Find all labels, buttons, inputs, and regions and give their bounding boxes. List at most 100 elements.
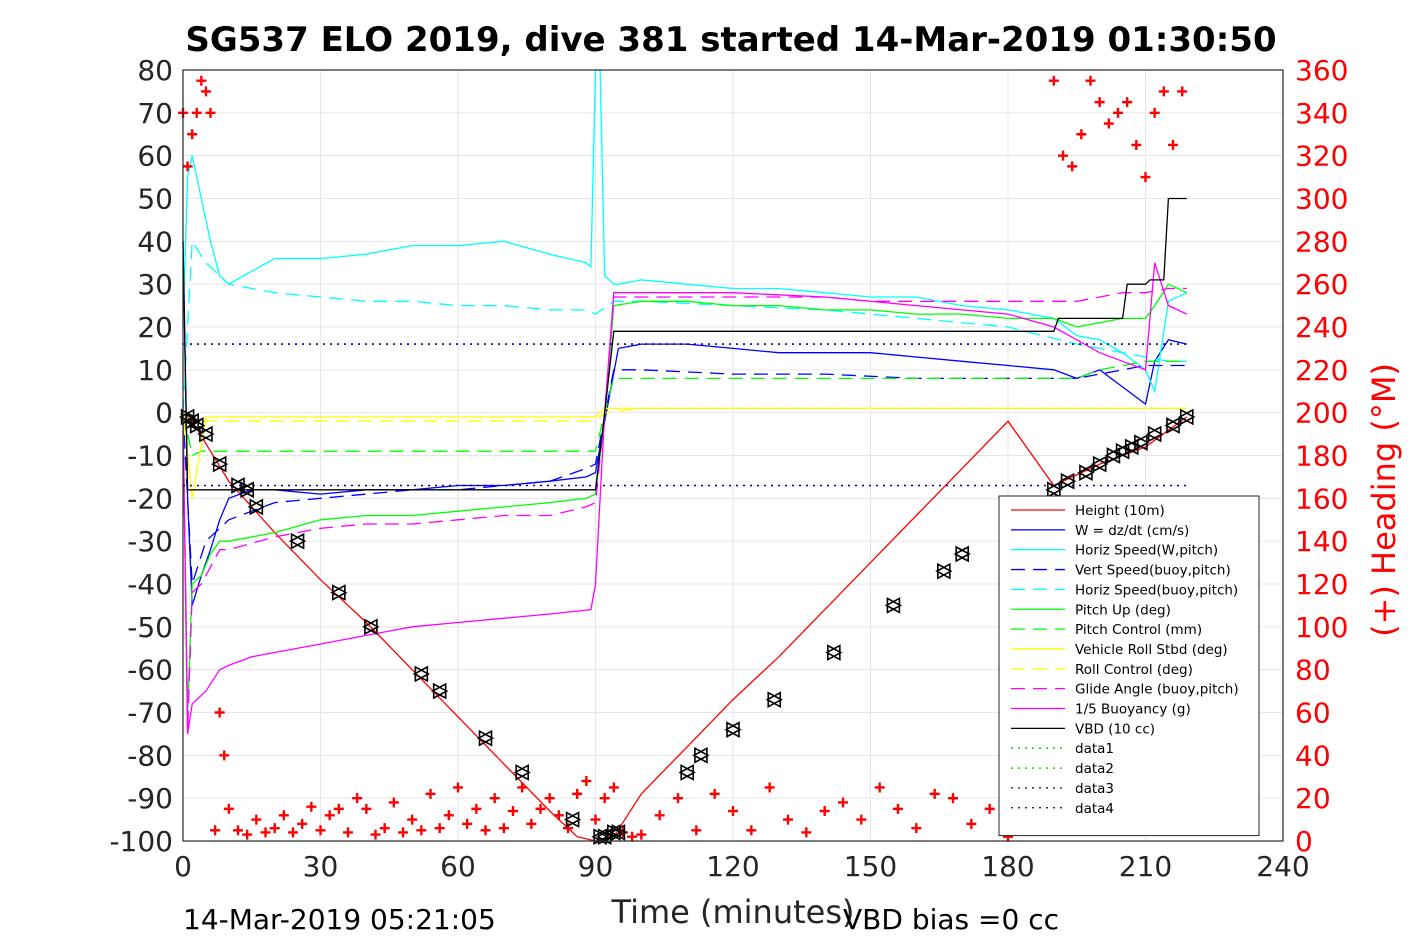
- triangle-marker: [188, 417, 206, 434]
- heading-point: [948, 793, 958, 804]
- heading-point: [1058, 150, 1068, 161]
- heading-point: [764, 782, 775, 793]
- heading-point: [480, 825, 491, 836]
- y-tick-label: 30: [137, 268, 173, 301]
- triangle-marker: [430, 682, 449, 700]
- heading-point: [1149, 107, 1160, 118]
- heading-point: [352, 793, 363, 804]
- y-tick-label: -70: [127, 697, 173, 730]
- triangle-marker: [609, 824, 628, 841]
- heading-point: [498, 823, 509, 834]
- heading-point: [434, 823, 445, 834]
- footer-vbd-bias: VBD bias =0 cc: [843, 903, 1059, 936]
- triangle-marker: [724, 721, 742, 738]
- y2-tick-label: 260: [1295, 268, 1348, 301]
- heading-point: [673, 793, 683, 804]
- triangle-marker: [825, 644, 843, 661]
- heading-point: [242, 829, 253, 840]
- y2-tick-label: 80: [1295, 654, 1331, 687]
- x-tick-label: 0: [174, 850, 192, 883]
- heading-point: [182, 161, 193, 172]
- triangle-marker: [288, 532, 307, 550]
- triangle-marker: [591, 828, 609, 846]
- y-ticks: -100-90-80-70-60-50-40-30-20-10010203040…: [109, 54, 173, 858]
- y2-tick-label: 280: [1295, 225, 1348, 258]
- heading-point: [526, 818, 537, 829]
- triangle-marker: [476, 729, 495, 747]
- x-tick-label: 180: [981, 850, 1034, 883]
- heading-point: [783, 814, 793, 825]
- y-tick-label: -60: [127, 654, 173, 687]
- heading-point: [544, 793, 555, 804]
- heading-point: [251, 814, 262, 825]
- heading-point: [874, 782, 885, 793]
- legend-label: Vehicle Roll Stbd (deg): [1075, 642, 1228, 658]
- triangle-marker: [1178, 408, 1196, 426]
- x-tick-label: 120: [706, 850, 759, 883]
- heading-point: [911, 823, 922, 834]
- x-tick-label: 60: [440, 850, 476, 883]
- heading-point: [1067, 161, 1078, 172]
- heading-point: [425, 788, 436, 799]
- heading-point: [801, 827, 812, 838]
- plot-frame: [182, 69, 1284, 842]
- y2-axis-label: (+) Heading (°M): [1365, 363, 1403, 637]
- y2-tick-label: 160: [1295, 482, 1348, 515]
- y-tick-label: -100: [109, 825, 173, 858]
- legend-label: 1/5 Buoyancy (g): [1075, 702, 1191, 718]
- heading-point: [462, 818, 473, 829]
- heading-point: [636, 829, 647, 840]
- triangle-marker: [1077, 464, 1095, 481]
- triangle-marker: [1164, 417, 1182, 434]
- triangle-marker: [229, 477, 247, 494]
- triangle-marker: [935, 562, 953, 580]
- series-layer: [182, 69, 1188, 842]
- y-tick-label: -50: [127, 611, 173, 644]
- heading-point: [608, 782, 619, 793]
- series-line: [182, 360, 1187, 457]
- heading-point: [1177, 86, 1188, 97]
- heading-point: [517, 782, 528, 793]
- heading-point: [306, 801, 317, 812]
- legend-label: Horiz Speed(buoy,pitch): [1075, 582, 1238, 598]
- legend-label: W = dz/dt (cm/s): [1075, 523, 1189, 539]
- heading-point: [1113, 107, 1123, 118]
- heading-point: [1158, 86, 1169, 97]
- heading-point: [856, 814, 867, 825]
- x-ticks: 0 30 60 90 120 150 180 210 240: [174, 850, 1310, 883]
- heading-point: [196, 75, 207, 86]
- marker-layer: [178, 408, 1196, 846]
- heading-point: [324, 810, 335, 821]
- triangle-marker: [1145, 425, 1164, 443]
- y-tick-label: -30: [127, 525, 173, 558]
- heading-point: [187, 129, 198, 140]
- heading-point: [1168, 139, 1178, 150]
- heading-point: [508, 806, 518, 817]
- heading-point: [200, 86, 211, 97]
- series-line: [182, 262, 1188, 734]
- series-line: [182, 69, 1188, 394]
- legend-label: VBD (10 cc): [1075, 721, 1155, 737]
- heading-point: [379, 823, 390, 834]
- y2-tick-label: 140: [1295, 525, 1348, 558]
- triangle-marker: [513, 764, 531, 781]
- heading-point: [581, 776, 592, 787]
- x-tick-label: 90: [578, 850, 614, 883]
- heading-point: [599, 793, 610, 804]
- heading-point: [219, 750, 230, 761]
- heading-point: [590, 814, 601, 825]
- heading-point: [278, 810, 289, 821]
- triangle-marker: [953, 545, 971, 563]
- heading-point: [1122, 97, 1133, 108]
- heading-point: [388, 797, 399, 808]
- heading-point: [210, 825, 221, 836]
- y2-tick-label: 120: [1295, 568, 1348, 601]
- legend-label: Horiz Speed(W,pitch): [1075, 543, 1218, 559]
- y-tick-label: -90: [127, 782, 173, 815]
- y2-tick-label: 300: [1295, 183, 1348, 216]
- heading-point: [984, 803, 995, 814]
- heading-point: [572, 788, 583, 799]
- heading-point: [563, 823, 573, 834]
- heading-point: [489, 793, 500, 804]
- y2-tick-label: 180: [1295, 440, 1348, 473]
